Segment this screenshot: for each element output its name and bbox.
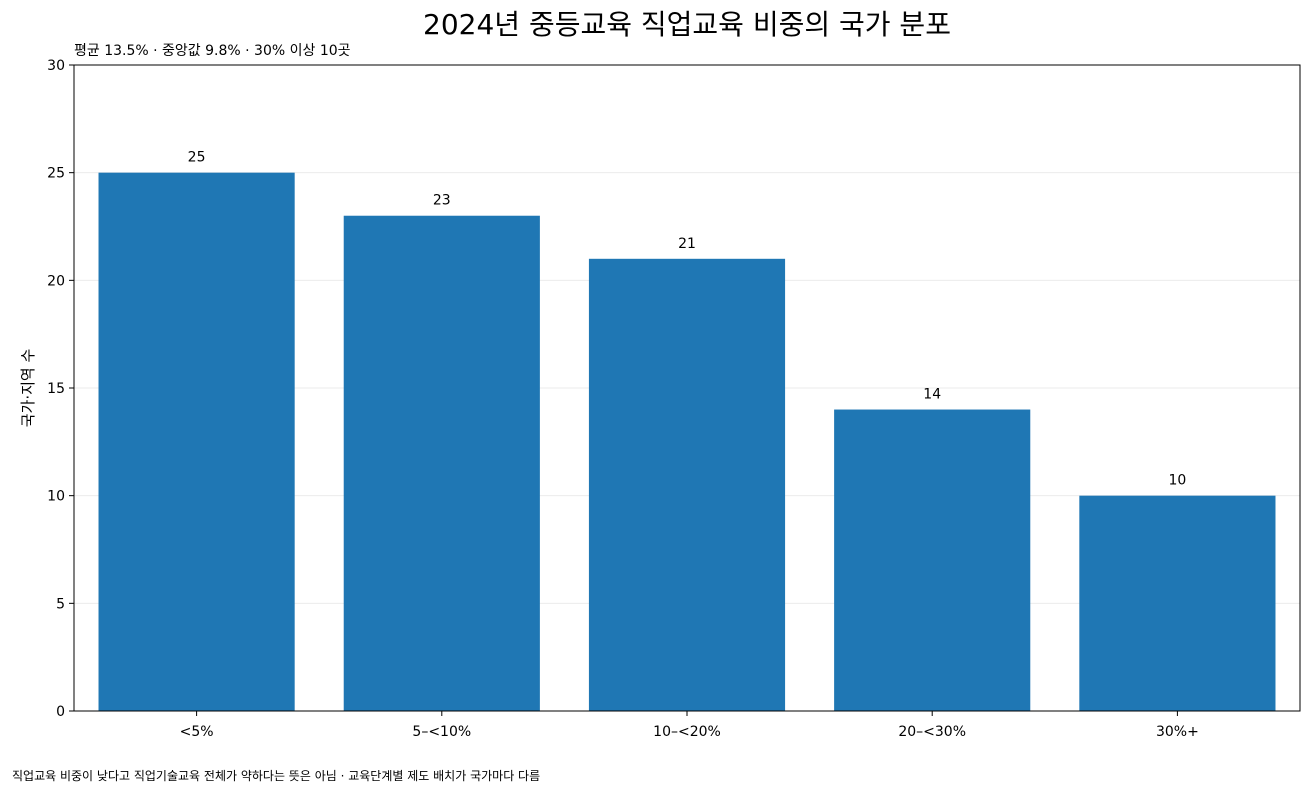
data-labels: 25 23 21 14 10 bbox=[188, 150, 1187, 489]
bar-value-label: 10 bbox=[1168, 473, 1186, 489]
bar bbox=[834, 409, 1031, 711]
y-tick-label: 25 bbox=[47, 166, 65, 182]
bar-value-label: 14 bbox=[923, 387, 941, 403]
y-tick-label: 30 bbox=[47, 58, 65, 74]
y-axis-ticks: 0 5 10 15 20 25 30 bbox=[47, 58, 74, 720]
bars bbox=[98, 172, 1276, 711]
y-tick-label: 15 bbox=[47, 381, 65, 397]
x-tick-label: 20–<30% bbox=[898, 724, 966, 740]
footnote: 직업교육 비중이 낮다고 직업기술교육 전체가 약하다는 뜻은 아님 · 교육단… bbox=[12, 769, 541, 783]
bar bbox=[588, 258, 786, 711]
y-tick-label: 20 bbox=[47, 273, 65, 289]
x-axis-ticks: <5% 5–<10% 10–<20% 20–<30% 30%+ bbox=[180, 711, 1199, 740]
x-tick-label: 5–<10% bbox=[412, 724, 471, 740]
bar-value-label: 21 bbox=[678, 236, 696, 252]
y-tick-label: 10 bbox=[47, 489, 65, 505]
x-tick-label: <5% bbox=[180, 724, 214, 740]
bar-value-label: 23 bbox=[433, 193, 451, 209]
x-tick-label: 30%+ bbox=[1156, 724, 1199, 740]
bar bbox=[1079, 495, 1276, 711]
x-tick-label: 10–<20% bbox=[653, 724, 721, 740]
bar bbox=[98, 172, 295, 711]
y-tick-label: 5 bbox=[56, 596, 65, 612]
bar-value-label: 25 bbox=[188, 150, 206, 166]
y-axis-label: 국가·지역 수 bbox=[19, 349, 37, 428]
chart-subtitle: 평균 13.5% · 중앙값 9.8% · 30% 이상 10곳 bbox=[74, 43, 351, 59]
chart-title: 2024년 중등교육 직업교육 비중의 국가 분포 bbox=[423, 8, 951, 41]
bar bbox=[343, 215, 540, 711]
y-tick-label: 0 bbox=[56, 704, 65, 720]
